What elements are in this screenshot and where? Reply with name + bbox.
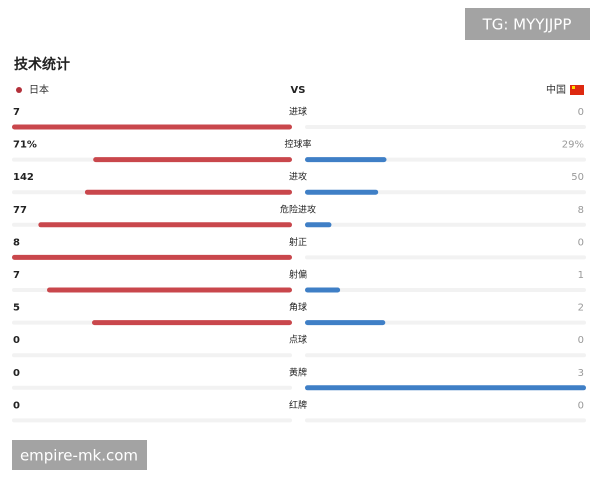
stat-rows: 7 进球 0 71% 控球率 29% 142 进攻 50 77 危险进攻 8 8 射正 0 7 射偏 1 5 角球 2 0… [12,106,586,423]
watermark: TG: MYYJJPP [482,16,572,34]
home-bar [47,287,292,293]
away-value: 0 [578,107,584,118]
away-value: 3 [578,368,584,379]
away-value: 50 [571,172,584,183]
stat-label: 角球 [289,301,307,313]
away-bar [305,287,341,293]
flag [570,85,584,95]
home-bar [12,124,292,130]
stat-label: 红牌 [289,399,307,411]
home-bar [38,222,293,228]
home-bar [12,254,292,260]
away-bar [305,189,379,195]
home-dot [16,87,22,93]
watermark-box [12,440,147,470]
title: 技术统计 [14,56,70,73]
bar-track [305,255,586,260]
home-value: 0 [13,400,20,411]
stat-label: 点球 [289,334,307,346]
away-value: 0 [578,400,584,411]
away-value: 0 [578,335,584,346]
home-value: 142 [13,172,34,183]
watermark-box [465,8,590,40]
away-bar [305,385,586,391]
away-bar [305,320,386,326]
stat-label: 危险进攻 [280,203,316,215]
stat-label: 进球 [289,106,307,118]
home-bar [93,157,292,163]
stat-label: 射正 [289,236,307,248]
bar-track [12,353,292,358]
stat-label: 进攻 [289,171,307,183]
bar-track [305,125,586,129]
home-value: 7 [13,107,20,118]
vs: VS [291,85,306,96]
home-value: 0 [13,368,20,379]
bar-track [305,418,586,423]
bar-track [305,222,586,227]
home-value: 5 [13,303,20,314]
home-bar [92,320,292,326]
away-value: 0 [578,237,584,248]
home-bar [84,189,293,195]
bar-track [12,418,292,423]
watermark: empire-mk.com [20,447,138,465]
away-team: 中国 [546,83,566,96]
stat-label: 射偏 [289,269,307,281]
home-value: 8 [13,237,20,248]
stat-label: 黄牌 [289,366,307,378]
away-bar [305,222,332,228]
away-value: 1 [578,270,584,281]
bar-track [305,288,586,292]
stat-label: 控球率 [284,138,311,150]
bar-track [305,353,586,358]
away-value: 8 [578,205,584,216]
home-value: 0 [13,335,20,346]
home-team: 日本 [29,83,49,96]
away-value: 29% [562,140,584,151]
home-value: 7 [13,270,20,281]
bar-track [12,385,292,390]
flag-star [572,86,575,89]
home-value: 71% [13,140,37,151]
away-value: 2 [578,303,584,314]
away-bar [305,157,387,163]
home-value: 77 [13,205,27,216]
